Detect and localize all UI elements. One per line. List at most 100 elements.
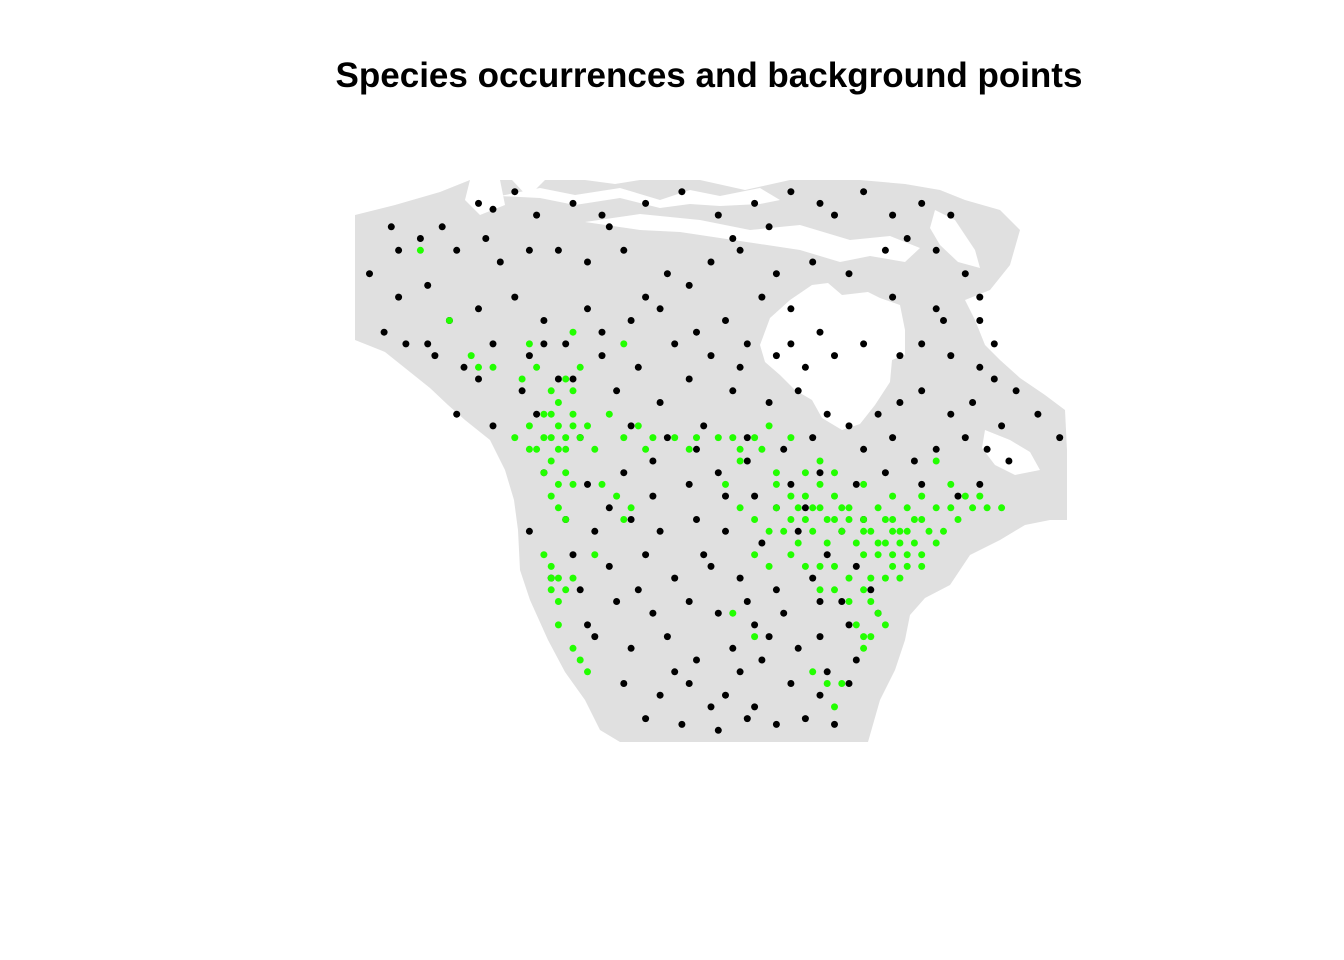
background-point <box>598 352 606 360</box>
occurrence-point <box>751 434 759 442</box>
occurrence-point <box>801 492 809 500</box>
occurrence-point <box>671 434 679 442</box>
background-point <box>678 188 686 196</box>
occurrence-point <box>794 539 802 547</box>
occurrence-point <box>620 340 628 348</box>
background-point <box>780 445 788 453</box>
baffin-strait <box>930 210 980 268</box>
background-point <box>627 644 635 652</box>
background-point <box>714 726 722 734</box>
occurrence-point <box>714 434 722 442</box>
background-point <box>990 375 998 383</box>
background-point <box>845 270 853 278</box>
occurrence-point <box>547 492 555 500</box>
occurrence-point <box>867 598 875 605</box>
occurrence-point <box>845 504 853 512</box>
background-point <box>758 656 766 664</box>
occurrence-point <box>867 633 875 641</box>
background-point <box>976 317 984 324</box>
background-points-layer <box>366 188 1064 734</box>
occurrence-point <box>918 492 926 500</box>
occurrence-point <box>540 434 548 442</box>
background-point <box>395 246 403 254</box>
occurrence-point <box>889 527 897 535</box>
occurrence-point <box>918 516 926 523</box>
occurrence-point <box>816 480 824 488</box>
background-point <box>649 492 657 500</box>
background-point <box>395 293 403 301</box>
occurrence-point <box>620 434 628 442</box>
background-point <box>932 305 940 313</box>
plot-title: Species occurrences and background point… <box>335 56 1083 95</box>
background-point <box>424 340 432 348</box>
occurrence-point <box>591 551 599 559</box>
background-point <box>685 598 693 605</box>
background-point <box>416 235 424 242</box>
occurrence-point <box>809 504 817 512</box>
background-point <box>838 598 846 605</box>
background-point <box>663 434 671 442</box>
background-point <box>918 480 926 488</box>
background-point <box>729 235 737 242</box>
background-point <box>693 445 700 453</box>
background-point <box>671 340 679 348</box>
occurrence-point <box>751 551 759 559</box>
occurrence-point <box>831 562 838 570</box>
background-point <box>707 703 715 711</box>
occurrence-point <box>569 387 577 395</box>
occurrence-point <box>554 445 562 453</box>
occurrence-point <box>562 516 570 523</box>
occurrence-point <box>932 457 940 465</box>
background-point <box>642 551 650 559</box>
background-point <box>627 516 635 523</box>
background-point <box>518 387 526 395</box>
occurrence-point <box>881 516 889 523</box>
occurrence-point <box>540 469 548 477</box>
occurrence-point <box>903 562 911 570</box>
background-point <box>460 363 468 371</box>
occurrence-point <box>416 246 424 254</box>
occurrence-point <box>910 539 918 547</box>
background-point <box>511 293 519 301</box>
background-point <box>685 680 693 687</box>
background-point <box>576 586 584 594</box>
background-point <box>845 621 853 629</box>
arctic-channel-2 <box>585 214 920 262</box>
background-point <box>772 270 780 278</box>
background-point <box>489 340 497 348</box>
background-point <box>569 375 577 383</box>
background-point <box>961 434 969 442</box>
occurrence-point <box>801 469 809 477</box>
background-point <box>620 469 628 477</box>
occurrence-point <box>874 504 882 512</box>
background-point <box>816 691 824 699</box>
occurrence-point <box>860 551 868 559</box>
background-point <box>525 352 533 360</box>
background-point <box>649 609 657 617</box>
background-point <box>642 199 650 207</box>
occurrence-point <box>765 562 773 570</box>
background-point <box>627 422 635 430</box>
background-point <box>482 235 490 242</box>
occurrence-point <box>562 445 570 453</box>
background-point <box>613 387 621 395</box>
occurrence-point <box>816 562 824 570</box>
occurrence-point <box>940 527 947 535</box>
occurrence-point <box>918 551 926 559</box>
occurrence-point <box>845 574 853 582</box>
occurrence-point <box>547 457 555 465</box>
background-point <box>475 375 482 383</box>
background-point <box>663 633 671 641</box>
occurrence-point <box>961 492 969 500</box>
background-point <box>736 574 744 582</box>
background-point <box>889 293 897 301</box>
background-point <box>860 340 868 348</box>
occurrence-point <box>736 457 744 465</box>
background-point <box>562 340 570 348</box>
occurrence-point <box>540 410 548 418</box>
background-point <box>998 422 1006 430</box>
occurrence-point <box>787 434 795 442</box>
background-point <box>809 574 817 582</box>
background-point <box>613 598 621 605</box>
background-point <box>1056 434 1064 442</box>
